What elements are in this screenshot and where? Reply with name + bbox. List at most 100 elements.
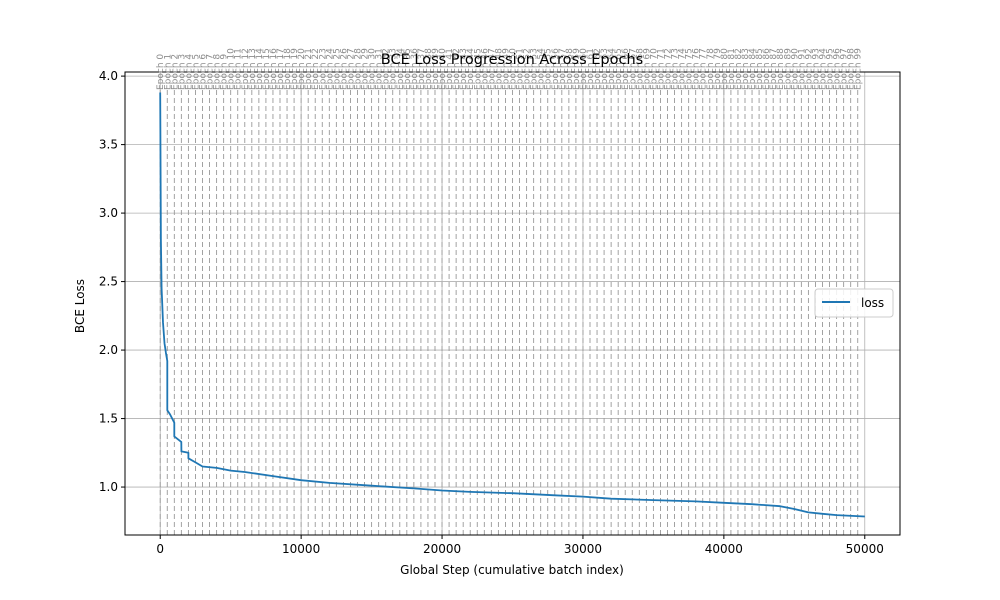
epoch-marker-label: Epoch 65 — [614, 48, 624, 90]
epoch-marker-label: Epoch 49 — [501, 48, 511, 90]
y-axis-label: BCE Loss — [73, 279, 87, 333]
epoch-marker-label: Epoch 91 — [797, 48, 807, 90]
epoch-marker-label: Epoch 99 — [854, 48, 864, 90]
plot-series — [159, 92, 865, 518]
epoch-marker-label: Epoch 35 — [403, 48, 413, 90]
epoch-marker-label: Epoch 69 — [642, 48, 652, 90]
epoch-marker-label: Epoch 76 — [692, 48, 702, 90]
epoch-marker-label: Epoch 5 — [191, 54, 201, 90]
y-tick-label: 3.5 — [99, 138, 118, 152]
epoch-marker-label: Epoch 78 — [706, 48, 716, 90]
x-axis-ticks: 0 10000 20000 30000 40000 50000 — [156, 535, 884, 556]
epoch-marker-label: Epoch 80 — [720, 48, 730, 90]
epoch-marker-label: Epoch 56 — [551, 48, 561, 90]
epoch-marker-label: Epoch 70 — [649, 48, 659, 90]
series-line-loss — [159, 92, 865, 518]
epoch-marker-label: Epoch 33 — [389, 48, 399, 90]
epoch-marker-lines — [159, 90, 859, 535]
epoch-marker-label: Epoch 23 — [318, 48, 328, 90]
x-axis-label: Global Step (cumulative batch index) — [400, 563, 624, 577]
x-tick-label: 0 — [156, 542, 164, 556]
epoch-marker-label: Epoch 8 — [213, 54, 223, 90]
epoch-marker-label: Epoch 36 — [410, 48, 420, 90]
y-axis-ticks: 1.0 1.5 2.0 2.5 3.0 3.5 4.0 — [99, 69, 125, 494]
epoch-marker-label: Epoch 57 — [558, 48, 568, 90]
epoch-marker-label: Epoch 67 — [628, 48, 638, 90]
epoch-marker-label: Epoch 22 — [311, 48, 321, 90]
epoch-marker-label: Epoch 43 — [459, 48, 469, 90]
epoch-marker-label: Epoch 55 — [544, 48, 554, 90]
chart-title: BCE Loss Progression Across Epochs — [381, 52, 643, 68]
epoch-marker-label: Epoch 51 — [516, 48, 526, 90]
plot-frame — [124, 71, 901, 536]
epoch-marker-label: Epoch 1 — [163, 54, 173, 90]
x-tick-label: 50000 — [846, 542, 884, 556]
epoch-marker-label: Epoch 9 — [220, 54, 230, 90]
epoch-marker-label: Epoch 62 — [593, 48, 603, 90]
epoch-marker-label: Epoch 82 — [734, 48, 744, 90]
epoch-marker-label: Epoch 21 — [304, 48, 314, 90]
epoch-marker-label: Epoch 25 — [332, 48, 342, 90]
x-tick-label: 20000 — [423, 542, 461, 556]
epoch-marker-label: Epoch 12 — [241, 48, 251, 90]
epoch-marker-label: Epoch 38 — [424, 48, 434, 90]
epoch-marker-label: Epoch 87 — [769, 48, 779, 90]
y-tick-label: 2.5 — [99, 275, 118, 289]
epoch-marker-label: Epoch 68 — [635, 48, 645, 90]
epoch-marker-label: Epoch 46 — [480, 48, 490, 90]
epoch-marker-label: Epoch 3 — [177, 54, 187, 90]
epoch-marker-label: Epoch 20 — [297, 48, 307, 90]
epoch-marker-label: Epoch 92 — [804, 48, 814, 90]
epoch-marker-label: Epoch 72 — [664, 48, 674, 90]
y-tick-label: 1.0 — [99, 480, 118, 494]
epoch-marker-label: Epoch 53 — [530, 48, 540, 90]
epoch-marker-label: Epoch 47 — [487, 48, 497, 90]
epoch-marker-label: Epoch 39 — [431, 48, 441, 90]
epoch-marker-label: Epoch 63 — [600, 48, 610, 90]
epoch-marker-label: Epoch 48 — [494, 48, 504, 90]
epoch-marker-label: Epoch 31 — [375, 48, 385, 90]
epoch-marker-label: Epoch 15 — [262, 48, 272, 90]
epoch-marker-label: Epoch 4 — [184, 54, 194, 90]
epoch-marker-label: Epoch 94 — [819, 48, 829, 90]
y-tick-label: 3.0 — [99, 206, 118, 220]
epoch-marker-label: Epoch 40 — [438, 48, 448, 90]
epoch-marker-label: Epoch 54 — [537, 48, 547, 90]
epoch-marker-label: Epoch 84 — [748, 48, 758, 90]
epoch-marker-label: Epoch 27 — [346, 48, 356, 90]
epoch-marker-label: Epoch 28 — [354, 48, 364, 90]
epoch-marker-label: Epoch 10 — [227, 48, 237, 90]
y-tick-label: 2.0 — [99, 343, 118, 357]
epoch-marker-label: Epoch 14 — [255, 48, 265, 90]
epoch-marker-label: Epoch 59 — [572, 48, 582, 90]
epoch-marker-label: Epoch 75 — [685, 48, 695, 90]
epoch-marker-label: Epoch 98 — [847, 48, 857, 90]
epoch-marker-label: Epoch 52 — [523, 48, 533, 90]
epoch-marker-label: Epoch 73 — [671, 48, 681, 90]
epoch-marker-label: Epoch 90 — [790, 48, 800, 90]
epoch-marker-label: Epoch 64 — [607, 48, 617, 90]
epoch-marker-label: Epoch 50 — [509, 48, 519, 90]
epoch-marker-label: Epoch 83 — [741, 48, 751, 90]
epoch-marker-label: Epoch 6 — [199, 54, 209, 90]
epoch-marker-label: Epoch 58 — [565, 48, 575, 90]
epoch-marker-label: Epoch 18 — [283, 48, 293, 90]
epoch-marker-label: Epoch 77 — [699, 48, 709, 90]
epoch-marker-label: Epoch 45 — [473, 48, 483, 90]
epoch-marker-label: Epoch 34 — [396, 48, 406, 90]
epoch-marker-label: Epoch 16 — [269, 48, 279, 90]
legend-box — [814, 288, 894, 318]
y-tick-label: 1.5 — [99, 412, 118, 426]
epoch-marker-label: Epoch 89 — [783, 48, 793, 90]
epoch-marker-label: Epoch 24 — [325, 48, 335, 90]
epoch-marker-label: Epoch 66 — [621, 48, 631, 90]
epoch-marker-label: Epoch 86 — [762, 48, 772, 90]
epoch-marker-label: Epoch 71 — [656, 48, 666, 90]
x-tick-label: 10000 — [282, 542, 320, 556]
epoch-marker-label: Epoch 32 — [382, 48, 392, 90]
epoch-marker-label: Epoch 88 — [776, 48, 786, 90]
epoch-marker-label: Epoch 7 — [206, 54, 216, 90]
epoch-marker-label: Epoch 42 — [452, 48, 462, 90]
